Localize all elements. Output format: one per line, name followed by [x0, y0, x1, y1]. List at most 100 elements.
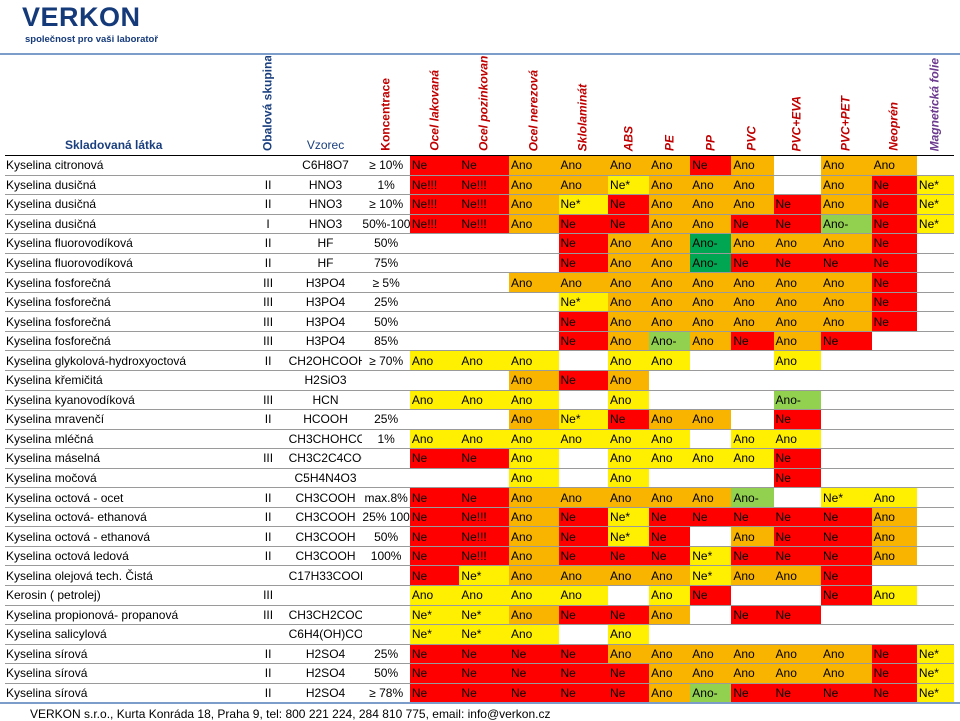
- compatibility-cell: Ne: [649, 546, 691, 566]
- compatibility-cell: Ano: [558, 272, 609, 293]
- compatibility-cell: [774, 156, 821, 176]
- compatibility-cell: Ano: [508, 194, 559, 215]
- compatibility-cell: [872, 410, 917, 430]
- substance-name: Kyselina dusičná: [6, 177, 97, 192]
- compatibility-cell: Ano: [871, 585, 917, 606]
- compatibility-cell: Ne: [459, 683, 509, 703]
- substance-name: Kyselina octová - ethanová: [6, 529, 151, 544]
- compatibility-cell: Ano: [773, 429, 821, 449]
- substance-name: Kyselina fluorovodíková: [6, 236, 133, 251]
- compatibility-cell: Ano: [459, 390, 509, 410]
- concentration: [362, 566, 409, 586]
- compatibility-cell: [459, 292, 509, 312]
- compatibility-cell: Ano: [649, 233, 691, 254]
- compatibility-cell: [509, 234, 559, 254]
- compatibility-cell: Ne: [409, 507, 460, 527]
- header-concentration: Koncentrace: [362, 56, 410, 156]
- concentration: 100%: [370, 549, 402, 564]
- substance-name: Kyselina fosforečná: [6, 275, 111, 290]
- compatibility-cell: Ano: [608, 272, 650, 293]
- compatibility-cell: [821, 605, 872, 625]
- compatibility-cell: Ano: [820, 175, 872, 195]
- chemical-formula: H2SO4: [305, 646, 346, 661]
- compatibility-cell: Ano: [731, 663, 774, 684]
- table-row: Kyselina octová- ethanová II CH3COOH 25% 10…: [5, 507, 954, 527]
- compatibility-cell: Ne: [871, 233, 917, 254]
- compatibility-cell: Ne: [409, 663, 460, 684]
- substance-name: Kyselina močová: [6, 471, 97, 486]
- compatibility-cell: Ano-: [731, 487, 774, 508]
- compatibility-cell: [509, 292, 559, 312]
- compatibility-cell: Ano: [690, 663, 732, 684]
- substance-name: Kyselina mravenčí: [6, 412, 105, 427]
- table-row: Kyselina citronová C6H8O7 ≥ 10% Ne Ne Ano Ano A…: [5, 155, 954, 176]
- compatibility-cell: Ne: [508, 683, 559, 703]
- compatibility-cell: [690, 429, 731, 449]
- compatibility-cell: [509, 312, 559, 332]
- compatibility-cell: Ano: [731, 526, 774, 547]
- concentration: ≥ 5%: [372, 275, 400, 290]
- compatibility-cell: Ne*: [558, 292, 609, 312]
- table-row: Kyselina dusičná II HNO3 ≥ 10% Ne!!! Ne!!! Ano…: [5, 194, 954, 215]
- substance-name: Kyselina sírová: [6, 646, 88, 661]
- compatibility-cell: Ne: [731, 683, 774, 703]
- compatibility-cell: Ne: [409, 526, 460, 547]
- compatibility-cell: [872, 331, 917, 351]
- compatibility-cell: Ano: [508, 155, 559, 176]
- compatibility-cell: Ano: [508, 350, 559, 371]
- compatibility-cell: [821, 429, 872, 449]
- substance-name: Kyselina mléčná: [6, 431, 94, 446]
- compatibility-cell: Ano-: [773, 390, 821, 410]
- compatibility-cell: Ne: [820, 565, 872, 586]
- concentration: [362, 586, 409, 606]
- chemical-formula: CH3COOH: [295, 490, 356, 505]
- compatibility-cell: [872, 625, 917, 645]
- compatibility-cell: Ne*: [608, 175, 650, 195]
- packing-group: II: [264, 686, 272, 701]
- compatibility-cell: Ano: [459, 350, 509, 371]
- footer-contact: VERKON s.r.o., Kurta Konráda 18, Praha 9…: [30, 707, 551, 721]
- compatibility-cell: Ano: [649, 585, 691, 606]
- compatibility-cell: Ne: [558, 253, 609, 273]
- packing-group: [248, 429, 289, 449]
- chemical-formula: CH3COOH: [295, 529, 356, 544]
- compatibility-cell: Ano: [608, 448, 650, 469]
- chemical-formula: C6H8O7: [302, 158, 349, 173]
- compatibility-cell: Ano: [731, 155, 774, 176]
- compatibility-cell: Ano: [871, 546, 917, 566]
- compatibility-cell: Ne: [820, 507, 872, 527]
- compatibility-cell: Ano: [649, 565, 691, 586]
- substance-name: Kyselina salicylová: [6, 627, 107, 642]
- footer-rule: [0, 702, 960, 704]
- compatibility-cell: Ne: [409, 565, 460, 586]
- compatibility-cell: Ne: [731, 253, 774, 273]
- chemical-formula: HNO3: [308, 197, 343, 212]
- compatibility-cell: Ano: [508, 272, 559, 293]
- compatibility-cell: Ano: [608, 390, 650, 410]
- chemical-formula: [289, 586, 363, 606]
- compatibility-cell: Ne!!!: [409, 214, 460, 234]
- substance-name: Kyselina křemičitá: [6, 373, 103, 388]
- compatibility-cell: Ano: [608, 565, 650, 586]
- compatibility-cell: Ne*: [459, 624, 509, 645]
- packing-group: II: [264, 236, 272, 251]
- concentration: [362, 625, 409, 645]
- compatibility-cell: Ne: [820, 683, 872, 703]
- compatibility-cell: Ano: [773, 331, 821, 351]
- compatibility-cell: [872, 371, 917, 391]
- compatibility-cell: Ne: [558, 331, 609, 351]
- header-material: PP: [690, 56, 732, 156]
- compatibility-cell: Ne*: [459, 565, 509, 586]
- compatibility-cell: [509, 253, 559, 273]
- packing-group: II: [264, 177, 272, 192]
- compatibility-cell: [649, 371, 690, 391]
- compatibility-cell: Ano: [649, 175, 691, 195]
- compatibility-cell: Ano: [558, 155, 609, 176]
- compatibility-cell: [559, 625, 609, 645]
- compatibility-cell: Ano: [459, 429, 509, 449]
- compatibility-cell: Ano: [731, 311, 774, 332]
- packing-group: II: [264, 490, 272, 505]
- compatibility-cell: [731, 390, 773, 410]
- packing-group: [248, 371, 289, 391]
- compatibility-cell: Ne: [773, 683, 821, 703]
